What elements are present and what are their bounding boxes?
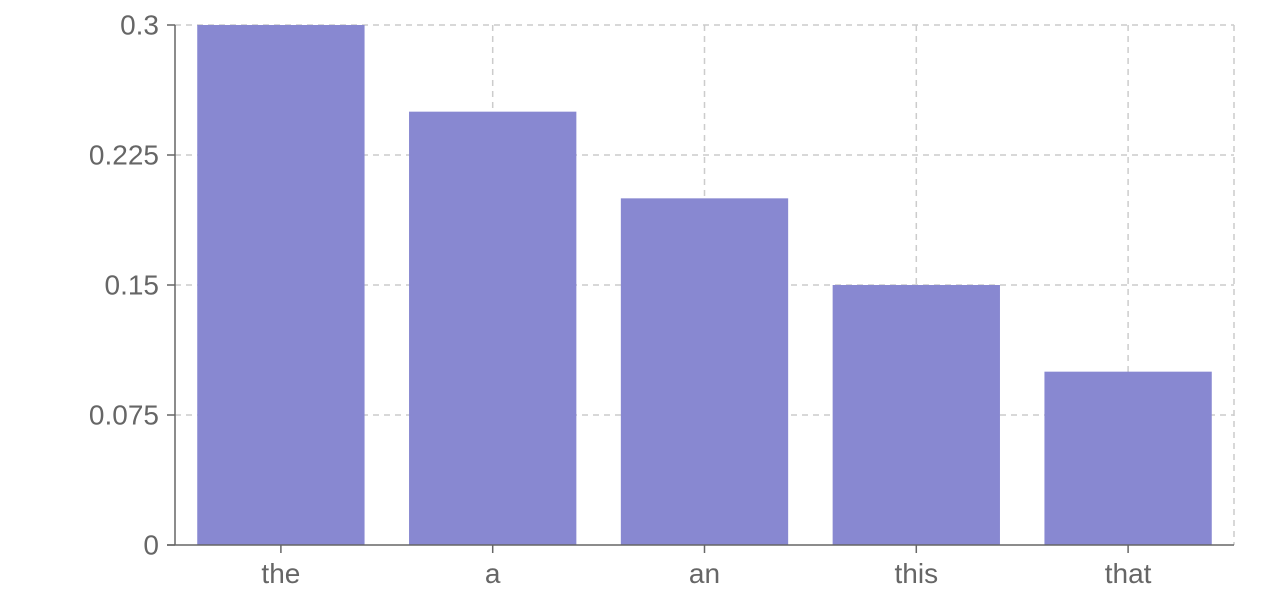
x-tick-label: an xyxy=(689,558,720,589)
y-tick-label: 0.225 xyxy=(89,140,159,171)
y-tick-label: 0.075 xyxy=(89,400,159,431)
x-tick-label: this xyxy=(895,558,939,589)
x-tick-label: the xyxy=(261,558,300,589)
axes xyxy=(167,24,1234,553)
bar-the xyxy=(197,25,365,545)
y-tick-label: 0.3 xyxy=(120,10,159,41)
tick-labels: 0 0.075 0.15 0.225 0.3 the a an this that xyxy=(89,10,1152,590)
y-tick-label: 0.15 xyxy=(105,270,160,301)
x-tick-label: a xyxy=(485,558,501,589)
y-tick-label: 0 xyxy=(143,530,159,561)
bar-an xyxy=(620,198,789,546)
bar-that xyxy=(1044,371,1212,545)
bar-a xyxy=(409,111,577,546)
x-tick-label: that xyxy=(1105,558,1152,589)
bars xyxy=(197,25,1212,546)
bar-this xyxy=(832,285,1000,545)
